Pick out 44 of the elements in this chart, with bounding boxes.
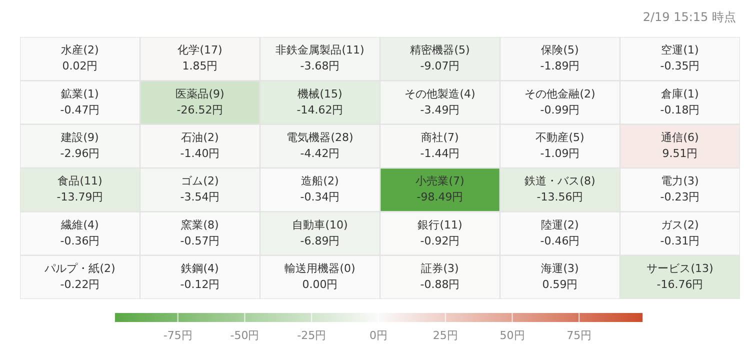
data-label: 商社(7) -1.44円	[420, 131, 460, 160]
data-label: 建設(9) -2.96円	[60, 131, 100, 160]
data-label: 化学(17) 1.85円	[178, 44, 222, 73]
data-label: 鉄鋼(4) -0.12円	[180, 262, 220, 292]
data-label: 石油(2) -1.40円	[180, 131, 220, 160]
data-label: 小売業(7) -98.49円	[416, 174, 464, 204]
data-label: 不動産(5) -1.09円	[536, 131, 584, 160]
data-label: 精密機器(5) -9.07円	[410, 44, 470, 73]
data-label: 陸運(2) -0.46円	[540, 218, 580, 248]
data-label: ガス(2) -0.31円	[660, 218, 700, 248]
data-label: 電力(3) -0.23円	[660, 174, 700, 204]
color-bar-label: -25円	[297, 328, 326, 342]
data-label: 機械(15) -14.62円	[296, 87, 344, 116]
data-label: その他金融(2) -0.99円	[524, 87, 596, 116]
data-label: 非鉄金属製品(11) -3.68円	[276, 44, 364, 73]
data-label: 鉱業(1) -0.47円	[60, 87, 100, 116]
data-label: 鉄道・バス(8) -13.56円	[524, 174, 596, 204]
data-label: 海運(3) 0.59円	[541, 262, 579, 292]
data-label: 医薬品(9) -26.52円	[176, 87, 224, 116]
color-bar-label: -50円	[230, 328, 260, 342]
color-bar-label: 75円	[566, 328, 592, 342]
color-bar-label: 0円	[370, 328, 388, 342]
data-label: 食品(11) -13.79円	[56, 174, 104, 204]
data-label: 電気機器(28) -4.42円	[286, 131, 354, 160]
data-label: 空運(1) -0.35円	[660, 44, 700, 73]
data-label: 造船(2) -0.34円	[300, 174, 340, 204]
data-label: 窯業(8) -0.57円	[180, 218, 220, 248]
color-bar-label: 50円	[500, 328, 525, 342]
data-label: 倉庫(1) -0.18円	[660, 87, 700, 116]
color-bar-label: 25円	[432, 328, 458, 342]
data-label: 保険(5) -1.89円	[540, 44, 580, 73]
data-label: ゴム(2) -3.54円	[180, 174, 220, 204]
data-label: 繊維(4) -0.36円	[60, 218, 100, 248]
data-label: その他製造(4) -3.49円	[404, 87, 476, 116]
data-label: 通信(6) 9.51円	[661, 131, 699, 160]
data-label: パルプ・紙(2) -0.22円	[44, 262, 116, 292]
data-label: 銀行(11) -0.92円	[418, 218, 462, 248]
data-label: 輸送用機器(0) 0.00円	[284, 262, 356, 292]
color-bar-label: -75円	[163, 328, 192, 342]
data-label: サービス(13) -16.76円	[646, 262, 714, 292]
data-label: 水産(2) 0.02円	[61, 44, 99, 73]
data-label: 自動車(10) -6.89円	[292, 218, 348, 248]
data-label: 証券(3) -0.88円	[420, 262, 460, 292]
text: 2/19 15:15 時点	[642, 9, 736, 26]
